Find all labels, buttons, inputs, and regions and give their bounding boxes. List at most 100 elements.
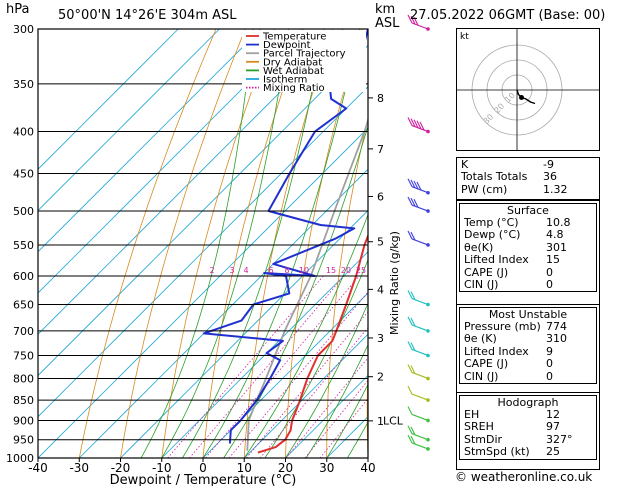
stat-label: CIN (J): [464, 369, 499, 383]
legend-label: Isotherm: [263, 75, 307, 86]
km-tick-label: 6: [377, 190, 384, 203]
wind-barb-dot: [426, 353, 430, 358]
stat-value: 301: [546, 240, 567, 254]
legend-label: Parcel Trajectory: [263, 49, 346, 60]
wind-barb-staff: [411, 393, 429, 401]
temp-tick-label: -10: [152, 461, 172, 475]
wind-barb-flag: [407, 230, 413, 240]
wind-barb-flag: [410, 435, 416, 445]
wind-barb-flag: [419, 121, 425, 131]
surface-table: Surface Temp (°C) 10.8 Dewp (°C) 4.8 θe(K) 301…: [456, 200, 600, 306]
wind-barb-staff: [411, 413, 429, 422]
legend-label: Mixing Ratio: [263, 83, 325, 94]
stat-value: 327°: [546, 432, 573, 446]
stat-row: K -9: [457, 158, 599, 171]
x-axis-title: Dewpoint / Temperature (°C): [110, 473, 297, 486]
mixing-ratio-line: [205, 275, 360, 458]
stat-value: 0: [546, 265, 553, 279]
mixing-ratio-line: [189, 275, 345, 458]
stat-row: PW (cm) 1.32: [457, 182, 599, 196]
isotherm-line: [38, 127, 368, 458]
stat-row: Pressure (mb) 774: [460, 320, 596, 333]
lcl-label: LCL: [383, 414, 404, 427]
stat-label: Totals Totals: [461, 170, 528, 184]
wind-barb-flag: [410, 291, 416, 300]
wind-barb-flag: [410, 365, 416, 374]
wind-barb-flag: [407, 196, 413, 206]
wind-barb-flag: [407, 290, 413, 299]
wind-barb-flag: [410, 426, 416, 436]
wind-barb-flag: [407, 316, 413, 326]
wind-barb-flag: [410, 317, 416, 327]
wind-barb-dot: [426, 437, 430, 442]
wind-barb-dot: [426, 302, 430, 307]
pressure-tick-label: 1000: [6, 452, 34, 465]
pressure-tick-label: 950: [13, 434, 34, 447]
isotherm-line: [202, 292, 368, 458]
km-tick-label: 7: [377, 143, 384, 156]
mixing-ratio-label: 2: [209, 266, 214, 275]
stat-value: 15: [546, 253, 560, 267]
wind-barb-flag: [407, 434, 413, 444]
wind-barb-dot: [426, 190, 430, 195]
legend-label: Dewpoint: [263, 40, 311, 51]
isotherm-line: [38, 86, 368, 418]
stat-row: θe (K) 310: [460, 332, 596, 346]
stat-value: 1.32: [543, 182, 568, 196]
km-tick-label: 3: [377, 332, 384, 345]
stat-row: SREH 97: [460, 420, 596, 433]
stat-row: Dewp (°C) 4.8: [460, 228, 596, 241]
dewpoint-line: [202, 29, 368, 444]
stat-label: CIN (J): [464, 277, 499, 291]
indices-table: K -9 Totals Totals 36 PW (cm) 1.32: [456, 157, 600, 200]
temp-tick-label: 40: [360, 461, 375, 475]
pressure-tick-label: 850: [13, 394, 34, 407]
forecast-datetime: 27.05.2022 06GMT (Base: 00): [410, 8, 606, 23]
legend-label: Wet Adiabat: [263, 66, 324, 77]
stat-row: StmDir 327°: [460, 432, 596, 446]
pressure-tick-label: 600: [13, 270, 34, 283]
wind-barb-flag: [407, 425, 413, 434]
pressure-tick-label: 300: [13, 23, 34, 36]
wind-barb-dot: [426, 329, 430, 333]
stat-value: 310: [546, 332, 567, 346]
wind-barb-flag: [410, 342, 416, 351]
mixing-ratio-label: 15: [326, 266, 336, 275]
isotherm-line: [38, 29, 179, 170]
stat-row: Totals Totals 36: [457, 170, 599, 184]
legend-box: [242, 30, 366, 92]
wind-barb-flag: [410, 197, 416, 207]
wind-barb-flag: [407, 364, 413, 373]
stat-label: EH: [464, 408, 480, 421]
stat-value: 12: [546, 408, 560, 421]
isotherm-line: [38, 29, 344, 335]
stat-label: StmSpd (kt): [464, 445, 530, 459]
stat-row: Lifted Index 9: [460, 345, 596, 358]
stat-row: Lifted Index 15: [460, 253, 596, 267]
stat-value: 36: [543, 170, 557, 184]
temp-tick-label: -40: [28, 461, 48, 475]
storm-motion-marker: [519, 95, 524, 100]
most-unstable-table: Most Unstable Pressure (mb) 774 θe (K) 310 Li…: [456, 304, 600, 396]
stat-label: Pressure (mb): [464, 320, 541, 333]
stat-row: StmSpd (kt) 25: [460, 445, 596, 459]
wet-adiabat-line: [326, 383, 368, 458]
stat-section: Hodograph EH 12 SREH 97 StmDir 327° StmSpd (kt)…: [459, 395, 597, 460]
mixing-ratio-label: 20: [341, 266, 351, 275]
wind-barb-flag: [413, 16, 419, 26]
wet-adiabat-line: [305, 343, 368, 458]
wind-barb-dot: [426, 27, 430, 31]
km-tick-label: 4: [377, 283, 384, 296]
wind-barb-flag: [416, 181, 422, 191]
isotherm-line: [161, 251, 368, 458]
pressure-tick-label: 500: [13, 205, 34, 218]
wind-barb-flag: [410, 231, 416, 241]
stat-label: CAPE (J): [464, 265, 509, 279]
dry-adiabat-line: [619, 29, 629, 458]
wind-barb-flag: [407, 406, 413, 415]
stat-value: 0: [546, 369, 553, 383]
pressure-tick-label: 750: [13, 349, 34, 362]
temp-tick-label: -30: [69, 461, 89, 475]
stat-row: CIN (J) 0: [460, 369, 596, 383]
mixing-ratio-line: [167, 275, 324, 458]
